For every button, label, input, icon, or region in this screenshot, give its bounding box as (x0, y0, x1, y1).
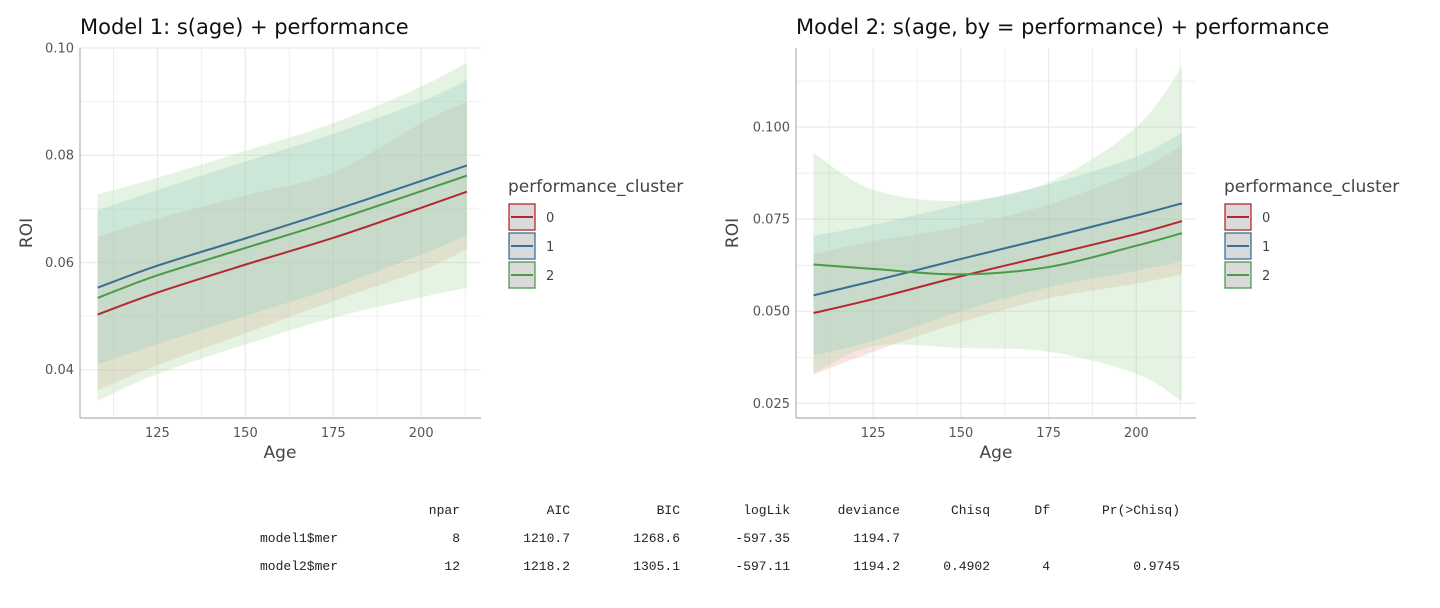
ci-band-1 (813, 132, 1182, 356)
y-tick-label: 0.100 (753, 121, 790, 136)
table-cell: 0.9745 (1133, 559, 1180, 574)
table-row: model1$mer 8 1210.7 1268.6 -597.35 1194.7 (260, 531, 900, 546)
legend-label: 0 (1262, 211, 1270, 226)
table-cell: 4 (1042, 559, 1050, 574)
panel-model-2: Model 2: s(age, by = performance) + perf… (723, 15, 1399, 463)
x-tick-label: 125 (145, 426, 170, 441)
series-line-1 (813, 202, 1183, 297)
series-line-0 (813, 220, 1183, 315)
table-cell: -597.11 (735, 559, 790, 574)
panel-title: Model 2: s(age, by = performance) + perf… (796, 15, 1329, 39)
legend-label: 1 (1262, 240, 1270, 255)
table-cell: 0.4902 (943, 559, 990, 574)
row-label: model1$mer (260, 531, 338, 546)
legend-label: 0 (546, 211, 554, 226)
y-axis-title: ROI (723, 218, 743, 248)
table-cell: 1268.6 (633, 531, 680, 546)
series-lines (97, 164, 468, 316)
legend-items: 0 1 2 (1224, 203, 1270, 289)
panel-title: Model 1: s(age) + performance (80, 15, 409, 39)
panel-model-1: Model 1: s(age) + performance 125 150 175 2… (17, 15, 683, 463)
ci-band-2 (97, 62, 467, 401)
y-tick-label: 0.08 (45, 149, 74, 164)
series-line-2 (97, 174, 468, 299)
x-tick-label: 200 (1124, 426, 1149, 441)
axes (79, 48, 481, 419)
legend-title: performance_cluster (508, 177, 683, 197)
series-line-1 (97, 164, 468, 289)
y-tick-label: 0.04 (45, 363, 74, 378)
axes (795, 48, 1196, 419)
x-tick-label: 150 (948, 426, 973, 441)
legend-label: 2 (546, 269, 554, 284)
legend-item-2: 2 (1224, 261, 1270, 289)
table-cell: 1218.2 (523, 559, 570, 574)
confidence-bands (813, 66, 1182, 402)
table-row: model2$mer 12 1218.2 1305.1 -597.11 1194.2 0.4… (260, 559, 1180, 574)
legend-item-0: 0 (508, 203, 554, 231)
legend-label: 1 (546, 240, 554, 255)
legend: performance_cluster 0 1 2 (508, 177, 683, 289)
table-header: Pr(>Chisq) (1102, 503, 1180, 518)
series-lines (813, 202, 1183, 315)
legend-item-2: 2 (508, 261, 554, 289)
y-tick-label: 0.06 (45, 256, 74, 271)
x-axis-title: Age (264, 443, 297, 463)
ci-band-2 (813, 66, 1182, 402)
legend-item-0: 0 (1224, 203, 1270, 231)
y-axis-title: ROI (17, 218, 37, 248)
table-cell: 1210.7 (523, 531, 570, 546)
table-cell: -597.35 (735, 531, 790, 546)
x-tick-label: 150 (233, 426, 258, 441)
table-cell: 8 (452, 531, 460, 546)
table-cell: 1305.1 (633, 559, 680, 574)
row-label: model2$mer (260, 559, 338, 574)
confidence-bands (97, 62, 467, 401)
table-header: Chisq (951, 503, 990, 518)
x-tick-label: 175 (1036, 426, 1061, 441)
anova-table: npar AIC BIC logLik deviance Chisq Df Pr(>Chisq… (260, 503, 1180, 574)
ci-band-0 (97, 101, 467, 391)
tick-labels: 125 150 175 200 0.025 0.050 0.075 0.100 (753, 121, 1149, 441)
series-line-0 (97, 190, 468, 316)
ci-band-0 (813, 145, 1182, 375)
legend-title: performance_cluster (1224, 177, 1399, 197)
table-header: npar (429, 503, 460, 518)
legend-item-1: 1 (508, 232, 554, 260)
legend-item-1: 1 (1224, 232, 1270, 260)
x-tick-label: 125 (861, 426, 886, 441)
table-header: deviance (838, 503, 900, 518)
series-line-2 (813, 232, 1183, 276)
x-axis-title: Age (980, 443, 1013, 463)
ci-band-1 (97, 80, 467, 365)
table-header: logLik (743, 503, 790, 518)
table-header: BIC (657, 503, 681, 518)
x-tick-label: 200 (409, 426, 434, 441)
y-tick-label: 0.025 (753, 397, 790, 412)
table-cell: 12 (444, 559, 460, 574)
table-cell: 1194.2 (853, 559, 900, 574)
table-cell: 1194.7 (853, 531, 900, 546)
legend: performance_cluster 0 1 2 (1224, 177, 1399, 289)
legend-label: 2 (1262, 269, 1270, 284)
y-tick-label: 0.10 (45, 42, 74, 57)
tick-labels: 125 150 175 200 0.04 0.06 0.08 0.10 (45, 42, 434, 442)
y-tick-label: 0.075 (753, 213, 790, 228)
legend-items: 0 1 2 (508, 203, 554, 289)
y-tick-label: 0.050 (753, 305, 790, 320)
x-tick-label: 175 (321, 426, 346, 441)
table-header: AIC (547, 503, 571, 518)
table-header: Df (1034, 503, 1050, 518)
grid (80, 47, 481, 418)
